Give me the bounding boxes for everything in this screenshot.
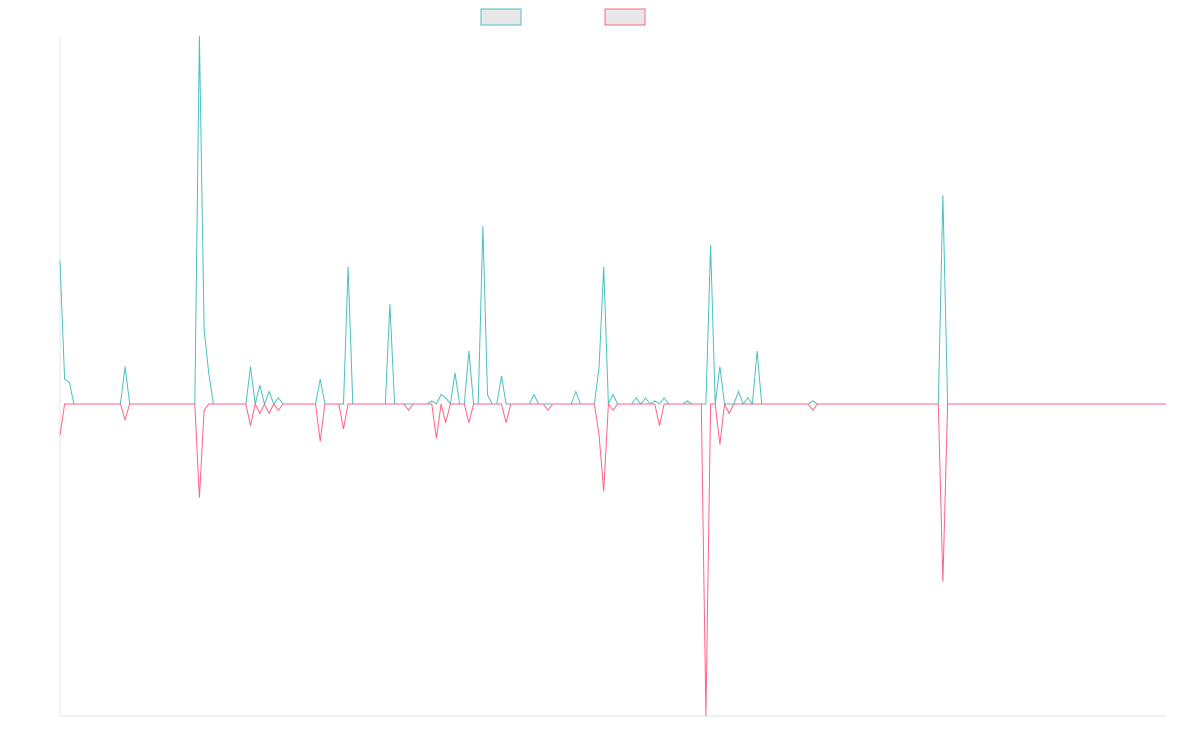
series-line-2	[59, 402, 1166, 717]
legend-swatch-2	[604, 8, 646, 26]
axes	[59, 36, 1166, 717]
series-line-1	[59, 35, 1166, 406]
series-layer	[59, 35, 1166, 717]
legend-swatch-1	[480, 8, 522, 26]
legend	[480, 8, 646, 26]
